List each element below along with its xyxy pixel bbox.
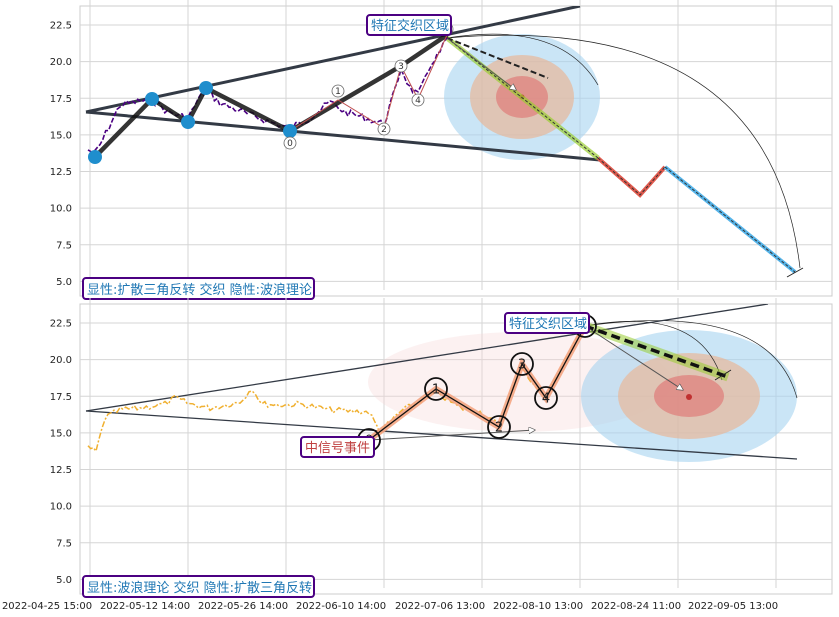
- wave-label-circle: [411, 93, 425, 107]
- bottom-label-box: 显性:波浪理论 交织 隐性:扩散三角反转: [82, 575, 315, 598]
- event-arrow: [368, 430, 535, 441]
- y-tick-label: 20.0: [50, 355, 72, 366]
- x-tick-label: 2022-04-25 15:00: [2, 601, 92, 612]
- zone-center-b: [686, 394, 692, 400]
- wave-label: 4: [542, 392, 550, 407]
- x-tick-label: 2022-05-26 14:00: [198, 601, 288, 612]
- wave-label: 1: [335, 87, 341, 97]
- top-zone-label: 特征交织区域: [366, 14, 452, 36]
- bottom-zone-label: 特征交织区域: [504, 312, 590, 334]
- pivot-marker: [145, 92, 159, 106]
- wave-label-circle: [534, 386, 558, 410]
- y-tick-label: 15.0: [50, 130, 72, 141]
- wave-label-circle: [510, 352, 534, 376]
- wave-label: 2: [495, 421, 503, 436]
- wave-label-circle: [377, 122, 391, 136]
- arc-large: [446, 34, 801, 269]
- triangle-upper-line-b: [85, 304, 769, 412]
- top-y-axis: 22.5 20.0 17.5 15.0 12.5 10.0 7.5 5.0: [50, 21, 72, 288]
- y-tick-label: 12.5: [50, 167, 72, 178]
- bottom-panel: 22.520.017.515.012.510.07.55.0 012345 特征: [2, 298, 833, 612]
- pivot-marker: [88, 150, 102, 164]
- top-label-box: 显性:扩散三角反转 交织 隐性:波浪理论: [82, 277, 315, 300]
- wave-line-b: [368, 325, 586, 441]
- triangle-lower-line: [85, 110, 601, 162]
- y-tick-label: 10.0: [50, 204, 72, 215]
- pivot-marker: [199, 81, 213, 95]
- zone-label-text: 特征交织区域: [371, 18, 449, 34]
- pivot-marker: [181, 115, 195, 129]
- y-tick-label: 20.0: [50, 57, 72, 68]
- arc-small: [446, 33, 599, 86]
- target-arrow-b: [584, 325, 683, 390]
- y-tick-label: 22.5: [50, 319, 72, 330]
- target-arrow: [446, 37, 516, 90]
- wave-label-circle: [331, 84, 345, 98]
- y-tick-label: 5.0: [56, 575, 72, 586]
- pivot-markers: [88, 81, 297, 164]
- top-label-text: 显性:扩散三角反转 交织 隐性:波浪理论: [87, 282, 312, 298]
- x-tick-label: 2022-08-24 11:00: [591, 601, 681, 612]
- wave-label: 1: [432, 383, 440, 398]
- wave-label-circle: [283, 136, 297, 150]
- wave-label: 0: [287, 139, 293, 149]
- event-label: 中信号事件: [300, 436, 375, 458]
- wave-label: 3: [398, 62, 404, 72]
- wave-label: 4: [415, 96, 421, 106]
- top-panel: 22.5 20.0 17.5 15.0 12.5 10.0 7.5 5.0: [50, 0, 833, 300]
- trend-dashed-b: [584, 324, 729, 379]
- y-tick-label: 17.5: [50, 392, 72, 403]
- trend-dashed: [446, 37, 549, 79]
- y-tick-label: 15.0: [50, 428, 72, 439]
- x-tick-label: 2022-08-10 13:00: [493, 601, 583, 612]
- y-tick-label: 17.5: [50, 94, 72, 105]
- x-axis: 2022-04-25 15:00 2022-05-12 14:00 2022-05-…: [2, 601, 778, 612]
- triangle-upper-line: [85, 6, 581, 114]
- pivot-marker: [283, 124, 297, 138]
- top-plot-area: [79, 5, 833, 297]
- y-tick-label: 7.5: [56, 538, 72, 549]
- y-tick-label: 5.0: [56, 277, 72, 288]
- x-tick-label: 2022-05-12 14:00: [100, 601, 190, 612]
- wave-line-top: [289, 34, 448, 132]
- y-tick-label: 7.5: [56, 240, 72, 251]
- event-label-text: 中信号事件: [305, 441, 370, 456]
- wave-label-circle: [394, 59, 408, 73]
- x-tick-label: 2022-09-05 13:00: [688, 601, 778, 612]
- y-tick-label: 22.5: [50, 21, 72, 32]
- wave-label-circle: [487, 415, 511, 439]
- triangle-lower-line-b: [85, 410, 798, 460]
- bottom-y-axis: 22.5 20.0 17.5 15.0 12.5 10.0 7.5 5.0: [50, 319, 72, 586]
- zone-label-text-b: 特征交织区域: [509, 316, 587, 332]
- wave-label: 3: [518, 358, 526, 373]
- x-tick-label: 2022-06-10 14:00: [296, 601, 386, 612]
- arc-small-b: [584, 321, 723, 381]
- x-tick-label: 2022-07-06 13:00: [395, 601, 485, 612]
- bottom-label-text: 显性:波浪理论 交织 隐性:扩散三角反转: [87, 580, 312, 596]
- wave-label-circle: [424, 377, 448, 401]
- wave-label: 2: [381, 125, 387, 135]
- y-tick-label: 10.0: [50, 502, 72, 513]
- y-tick-label: 12.5: [50, 465, 72, 476]
